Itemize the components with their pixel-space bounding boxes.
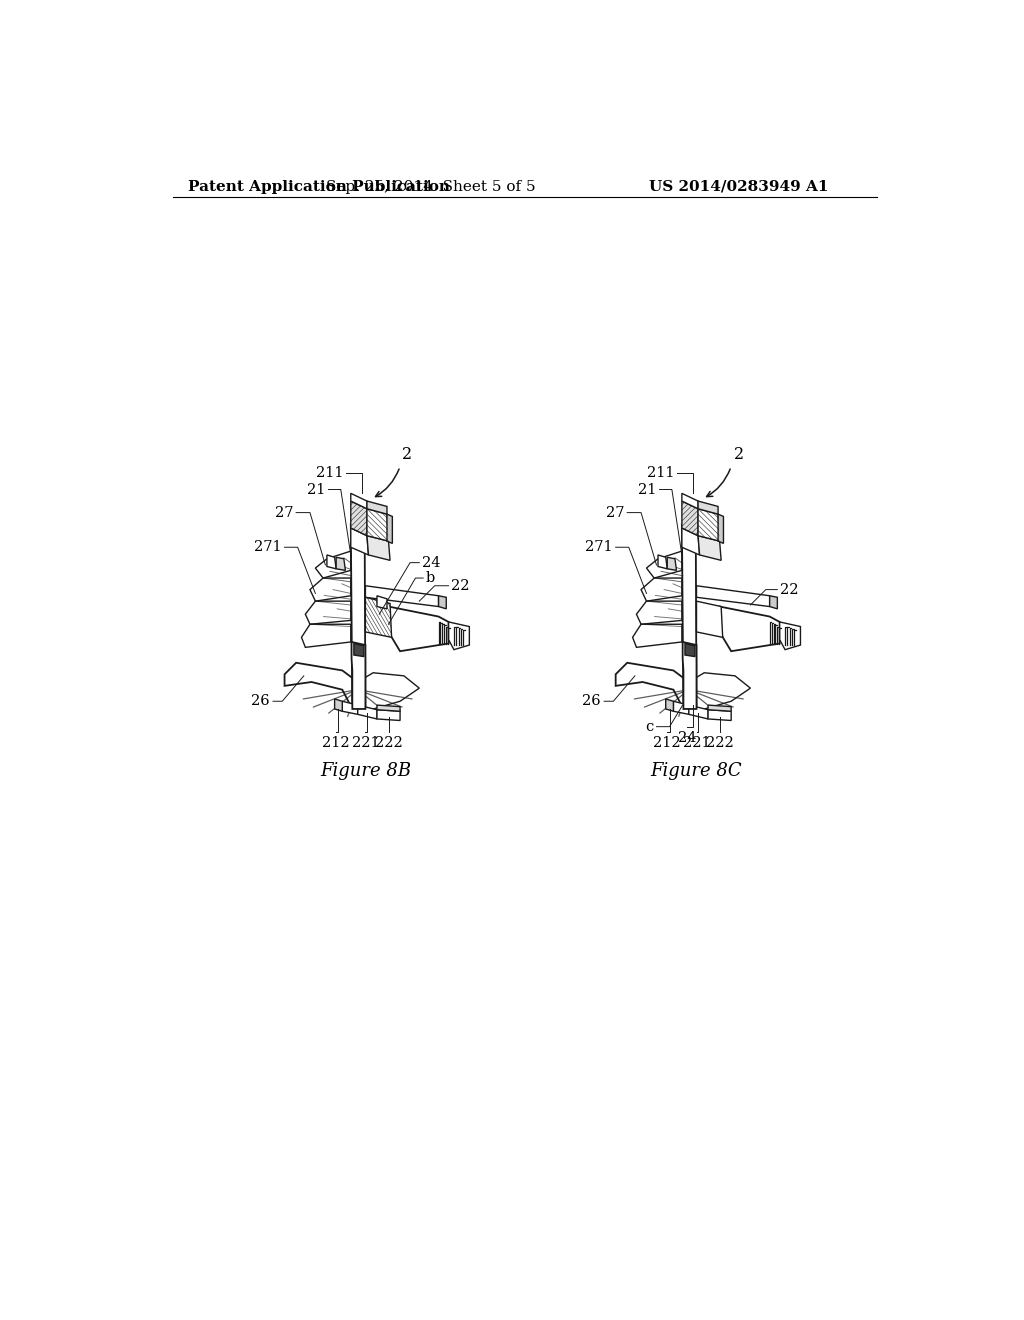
Polygon shape — [685, 644, 695, 656]
Text: 24: 24 — [422, 556, 440, 570]
Text: 22: 22 — [451, 578, 469, 593]
Polygon shape — [637, 601, 682, 624]
Text: 222: 222 — [375, 737, 402, 750]
Polygon shape — [315, 552, 351, 578]
Polygon shape — [682, 494, 698, 508]
Polygon shape — [698, 502, 718, 515]
Polygon shape — [342, 701, 357, 714]
Polygon shape — [310, 578, 351, 601]
Text: 21: 21 — [307, 483, 326, 496]
Text: 2: 2 — [402, 446, 413, 462]
Text: 22: 22 — [779, 582, 798, 597]
Text: Sep. 25, 2014  Sheet 5 of 5: Sep. 25, 2014 Sheet 5 of 5 — [326, 180, 536, 194]
Polygon shape — [351, 524, 366, 711]
Text: 271: 271 — [254, 540, 282, 554]
Polygon shape — [335, 700, 342, 711]
Polygon shape — [305, 601, 351, 624]
Polygon shape — [633, 624, 682, 647]
Text: US 2014/0283949 A1: US 2014/0283949 A1 — [649, 180, 828, 194]
Text: 27: 27 — [274, 506, 293, 520]
Polygon shape — [449, 622, 469, 649]
Polygon shape — [689, 673, 751, 711]
Text: c: c — [645, 719, 653, 734]
Polygon shape — [668, 557, 677, 570]
Polygon shape — [285, 663, 366, 711]
Polygon shape — [682, 528, 699, 554]
Text: 2: 2 — [733, 446, 743, 462]
Text: 221: 221 — [683, 737, 711, 750]
Polygon shape — [646, 552, 682, 578]
Text: Figure 8C: Figure 8C — [650, 762, 742, 780]
Text: 271: 271 — [585, 540, 612, 554]
Polygon shape — [689, 705, 708, 719]
Text: 24: 24 — [678, 730, 696, 744]
Polygon shape — [438, 595, 446, 609]
Text: 212: 212 — [323, 737, 350, 750]
Polygon shape — [683, 642, 696, 709]
Text: 211: 211 — [316, 466, 344, 479]
Polygon shape — [351, 494, 367, 508]
Polygon shape — [351, 528, 369, 554]
Polygon shape — [327, 554, 336, 569]
Polygon shape — [377, 710, 400, 721]
Polygon shape — [336, 557, 345, 570]
Polygon shape — [708, 710, 731, 721]
Polygon shape — [720, 607, 779, 651]
Polygon shape — [366, 586, 438, 607]
Text: 26: 26 — [583, 694, 601, 709]
Polygon shape — [366, 598, 391, 638]
Polygon shape — [698, 508, 720, 541]
Polygon shape — [682, 502, 698, 536]
Polygon shape — [615, 663, 696, 711]
Polygon shape — [708, 705, 731, 711]
Text: b: b — [425, 572, 435, 585]
Text: 222: 222 — [706, 737, 733, 750]
Polygon shape — [696, 601, 723, 638]
Polygon shape — [351, 502, 367, 536]
Polygon shape — [698, 536, 721, 561]
Text: 212: 212 — [653, 737, 681, 750]
Polygon shape — [377, 705, 400, 711]
Polygon shape — [301, 624, 351, 647]
Polygon shape — [641, 578, 682, 601]
Polygon shape — [357, 673, 419, 711]
Polygon shape — [367, 508, 388, 541]
Text: 221: 221 — [351, 737, 379, 750]
Text: Patent Application Publication: Patent Application Publication — [188, 180, 451, 194]
Text: Figure 8B: Figure 8B — [319, 762, 411, 780]
Polygon shape — [674, 701, 689, 714]
Polygon shape — [367, 502, 387, 515]
Polygon shape — [682, 524, 696, 711]
Polygon shape — [377, 595, 387, 609]
Polygon shape — [770, 595, 777, 609]
Polygon shape — [718, 515, 724, 544]
Text: 26: 26 — [251, 694, 270, 709]
Polygon shape — [354, 644, 364, 656]
Polygon shape — [351, 642, 366, 709]
Polygon shape — [357, 705, 377, 719]
Polygon shape — [387, 515, 392, 544]
Polygon shape — [388, 607, 449, 651]
Polygon shape — [658, 554, 668, 569]
Polygon shape — [666, 700, 674, 711]
Text: 27: 27 — [605, 506, 625, 520]
Polygon shape — [367, 536, 390, 561]
Polygon shape — [779, 622, 801, 649]
Polygon shape — [696, 586, 770, 607]
Text: 21: 21 — [638, 483, 656, 496]
Text: 211: 211 — [647, 466, 675, 479]
